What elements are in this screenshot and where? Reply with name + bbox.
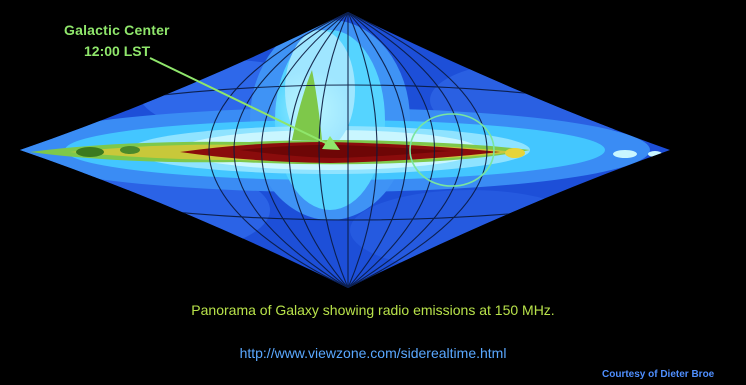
- image-caption: Panorama of Galaxy showing radio emissio…: [191, 302, 555, 318]
- source-url: http://www.viewzone.com/siderealtime.htm…: [239, 345, 507, 361]
- lst-time-label: 12:00 LST: [84, 43, 151, 59]
- pointer-arrow-icon: [149, 57, 340, 150]
- galactic-center-label: Galactic Center: [64, 22, 170, 38]
- highlight-circle-icon: [409, 113, 495, 187]
- image-credit: Courtesy of Dieter Broe: [602, 369, 715, 380]
